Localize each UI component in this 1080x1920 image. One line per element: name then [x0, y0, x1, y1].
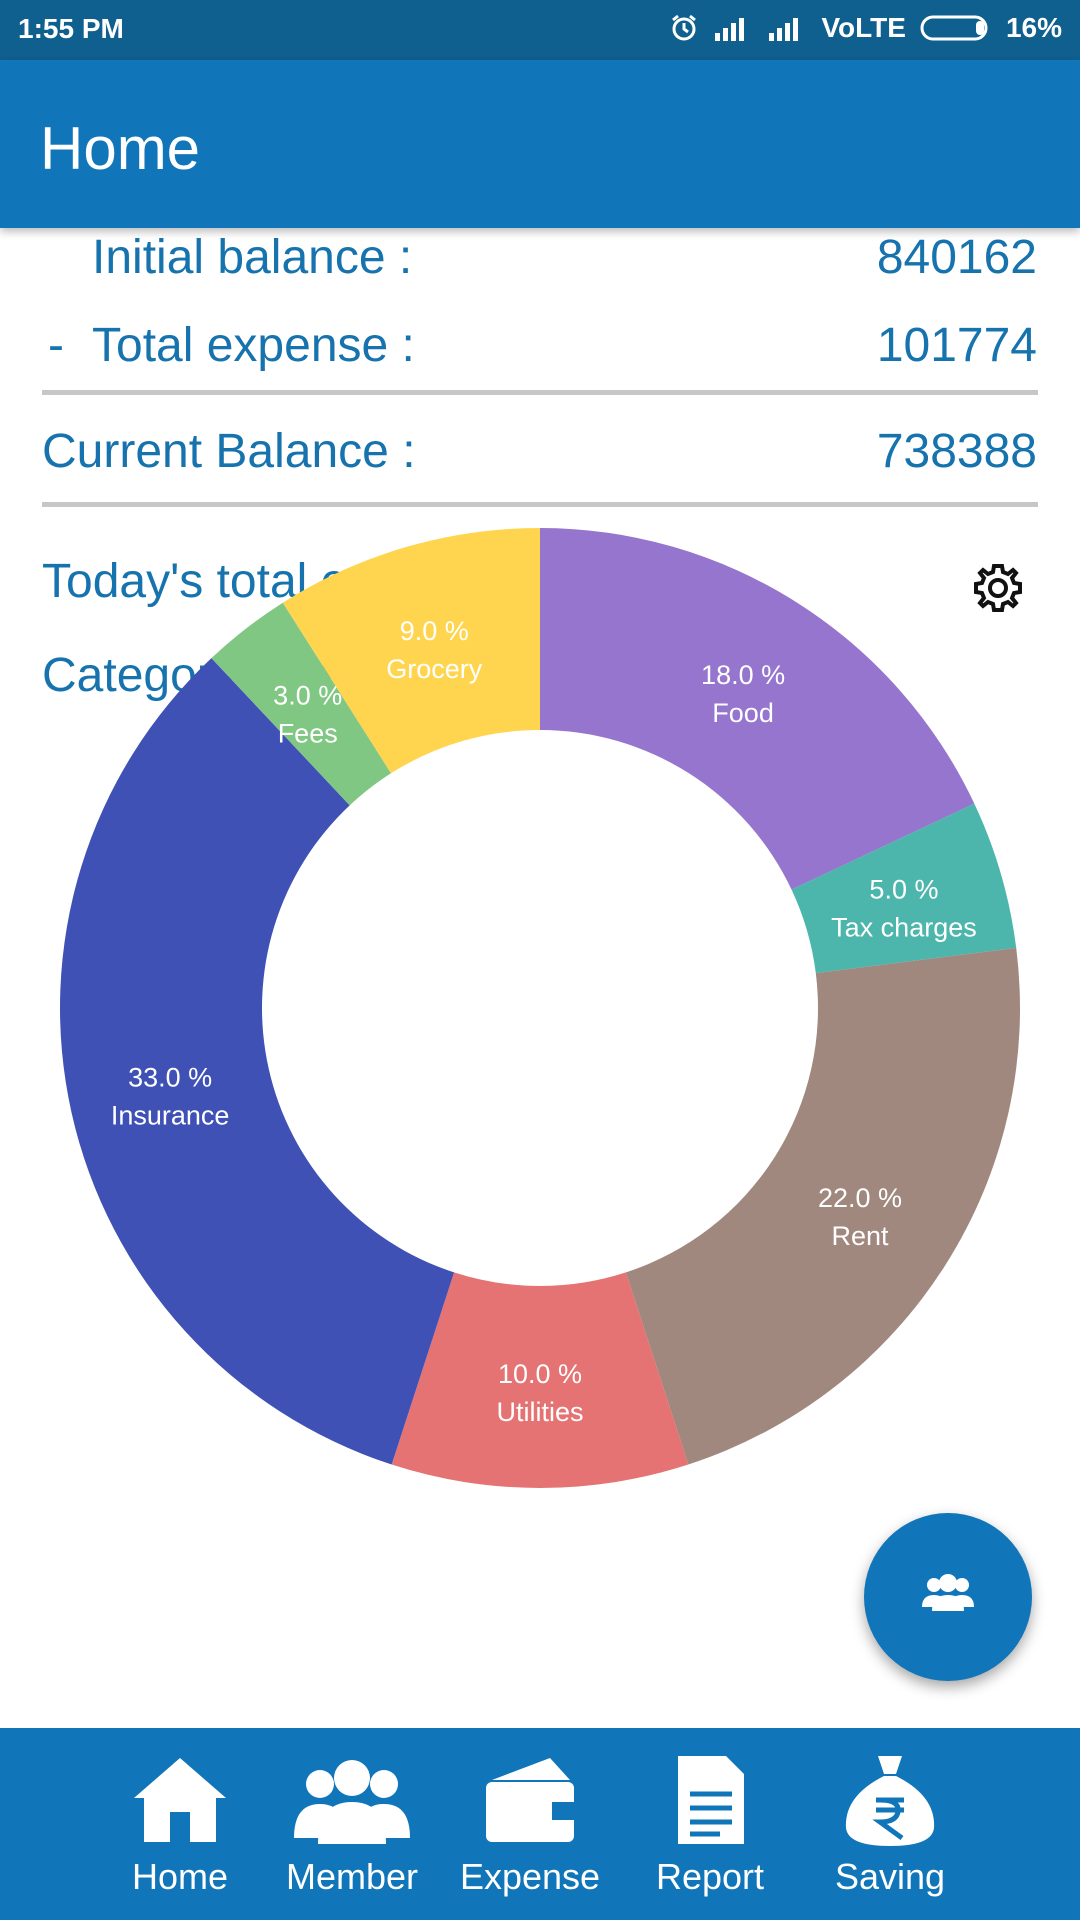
chart-slice-label: Grocery — [386, 654, 483, 684]
nav-expense[interactable]: Expense — [440, 1728, 620, 1920]
status-icons: VoLTE 16% — [669, 12, 1062, 44]
chart-slice-grocery — [282, 528, 540, 774]
nav-expense-label: Expense — [459, 1856, 601, 1897]
chart-slice-label: Tax charges — [831, 912, 977, 942]
chart-slice-percent: 10.0 % — [498, 1359, 582, 1389]
divider — [42, 390, 1038, 395]
chart-slice-percent: 9.0 % — [400, 616, 469, 646]
battery-icon — [920, 15, 988, 41]
nav-saving-label: Saving — [834, 1856, 946, 1897]
nav-home[interactable]: Home — [90, 1728, 270, 1920]
battery-percent: 16% — [1005, 12, 1062, 43]
current-balance-label: Current Balance : — [42, 425, 416, 478]
total-expense-label: Total expense : — [92, 319, 415, 372]
page-title: Home — [40, 115, 201, 182]
total-expense-value: 101774 — [876, 319, 1037, 372]
home-icon — [134, 1758, 226, 1842]
member-icon — [294, 1760, 410, 1844]
money-bag-icon — [845, 1756, 935, 1846]
nav-saving[interactable]: Saving — [800, 1728, 980, 1920]
chart-slice-insurance — [60, 658, 455, 1465]
bottom-nav: Home Member Expense Report — [0, 1728, 1080, 1920]
chart-slice-percent: 33.0 % — [128, 1063, 212, 1093]
gear-icon[interactable] — [972, 562, 1024, 614]
minus-sign: - — [48, 319, 64, 372]
nav-member[interactable]: Member — [262, 1728, 442, 1920]
chart-slice-utilities — [391, 1272, 689, 1488]
current-balance-value: 738388 — [876, 425, 1037, 478]
chart-slice-label: Insurance — [111, 1101, 230, 1131]
chart-slice-fees — [211, 602, 392, 806]
app-bar: Home — [0, 60, 1080, 228]
chart-slice-label: Rent — [831, 1221, 889, 1251]
nav-report-label: Report — [655, 1856, 765, 1897]
initial-balance-value: 840162 — [876, 231, 1037, 284]
chart-slice-rent — [625, 947, 1020, 1465]
chart-slice-label: Food — [712, 698, 774, 728]
initial-balance-label: Initial balance : — [92, 231, 413, 284]
network-type: VoLTE — [821, 12, 906, 43]
group-icon — [922, 1574, 974, 1611]
status-time: 1:55 PM — [18, 13, 124, 44]
chart-slice-label: Fees — [278, 719, 338, 749]
signal-icon — [715, 18, 745, 41]
chart-slice-percent: 3.0 % — [273, 681, 342, 711]
nav-member-label: Member — [285, 1856, 419, 1897]
status-bar: 1:55 PM VoLTE 16% — [0, 0, 1080, 60]
chart-slice-label: Utilities — [496, 1397, 583, 1427]
chart-slice-percent: 22.0 % — [818, 1183, 902, 1213]
alarm-icon — [672, 14, 697, 41]
chart-slice-percent: 18.0 % — [701, 660, 785, 690]
chart-slice-tax-charges — [791, 803, 1017, 974]
divider — [42, 502, 1038, 507]
chart-slice-food — [540, 528, 975, 890]
wallet-icon — [486, 1758, 574, 1842]
chart-slice-percent: 5.0 % — [869, 874, 938, 904]
nav-report[interactable]: Report — [620, 1728, 800, 1920]
report-icon — [678, 1756, 744, 1844]
nav-home-label: Home — [131, 1856, 229, 1897]
members-fab[interactable] — [864, 1513, 1032, 1681]
signal-icon — [769, 18, 799, 41]
